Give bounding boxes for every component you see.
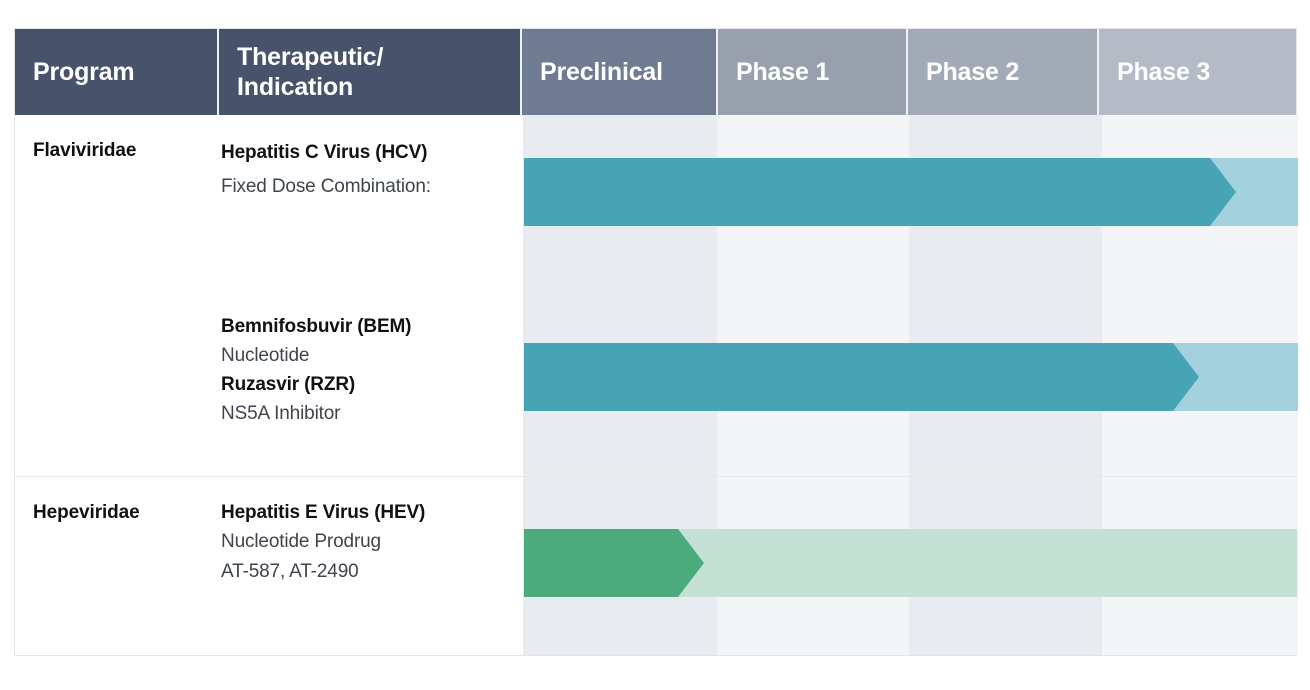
indication-header-line-1: Therapeutic/ (237, 42, 384, 71)
table-header-row: Program Therapeutic/ Indication Preclini… (15, 29, 1296, 115)
program-text-panel (15, 115, 523, 655)
program-name-flaviviridae: Flaviviridae (33, 140, 137, 161)
bar-progress-bem-rzr (524, 343, 1199, 411)
indication-title-hev: Hepatitis E Virus (HEV) (221, 502, 426, 523)
pipeline-bar-hev (524, 529, 1297, 597)
drug-name-ruzasvir: Ruzasvir (RZR) (221, 373, 356, 395)
drug-name-bemnifosbuvir: Bemnifosbuvir (BEM) (221, 316, 412, 337)
drug-class-ruzasvir: NS5A Inhibitor (221, 402, 341, 424)
column-header-phase-2-label: Phase 2 (926, 57, 1020, 86)
indication-compounds-hev: AT-587, AT-2490 (221, 560, 359, 582)
column-header-phase-1: Phase 1 (718, 29, 908, 115)
column-header-preclinical-label: Preclinical (540, 57, 663, 86)
column-header-indication-label: Therapeutic/ Indication (237, 42, 383, 103)
bar-progress-hev (524, 529, 704, 597)
indication-block-hev: Hepatitis E Virus (HEV) Nucleotide Prodr… (221, 498, 521, 586)
indication-subtitle-hcv: Fixed Dose Combination: (221, 175, 431, 197)
program-name-hepeviridae: Hepeviridae (33, 502, 140, 523)
indication-block-hcv: Hepatitis C Virus (HCV) Fixed Dose Combi… (221, 136, 521, 204)
column-header-phase-1-label: Phase 1 (736, 57, 830, 86)
bar-progress-hcv-fdc (524, 158, 1236, 226)
column-header-program-label: Program (33, 57, 135, 86)
column-header-phase-3: Phase 3 (1099, 29, 1296, 115)
indication-header-line-2: Indication (237, 73, 354, 101)
pipeline-bar-hcv-fdc (524, 158, 1298, 226)
column-header-indication: Therapeutic/ Indication (219, 29, 522, 115)
column-header-program: Program (15, 29, 219, 115)
indication-subtitle-hev: Nucleotide Prodrug (221, 531, 381, 553)
drug-block-flaviviridae: Bemnifosbuvir (BEM) Nucleotide Ruzasvir … (221, 313, 521, 429)
pipeline-bar-bem-rzr (524, 343, 1298, 411)
column-header-phase-3-label: Phase 3 (1117, 57, 1211, 86)
indication-title-hcv: Hepatitis C Virus (HCV) (221, 142, 428, 163)
column-header-phase-2: Phase 2 (908, 29, 1099, 115)
drug-class-bemnifosbuvir: Nucleotide (221, 344, 310, 366)
column-header-preclinical: Preclinical (522, 29, 718, 115)
group-separator (15, 476, 1296, 477)
pipeline-table: Program Therapeutic/ Indication Preclini… (14, 28, 1298, 656)
